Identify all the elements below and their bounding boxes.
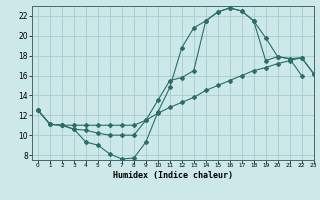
X-axis label: Humidex (Indice chaleur): Humidex (Indice chaleur) [113, 171, 233, 180]
